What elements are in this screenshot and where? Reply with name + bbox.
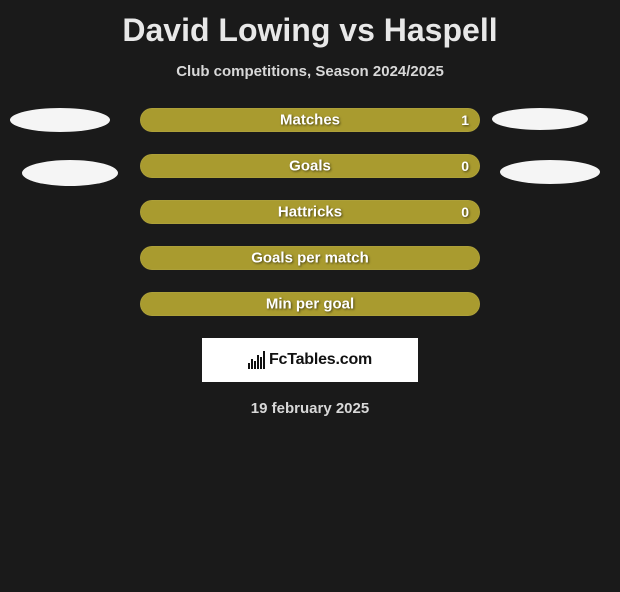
stat-rows: Matches 1 Goals 0 Hattricks 0 Goals per match M… [140,108,480,316]
stats-area: Matches 1 Goals 0 Hattricks 0 Goals per match M… [0,108,620,316]
brand-text: FcTables.com [269,351,372,369]
bar-right [307,155,479,177]
stat-value-right: 1 [461,112,469,128]
stat-row: Min per goal [140,292,480,316]
date-text: 19 february 2025 [0,400,620,417]
ellipse-shape [22,160,118,186]
stat-label: Hattricks [278,204,342,221]
stat-value-right: 0 [461,158,469,174]
page-title: David Lowing vs Haspell [0,12,620,49]
ellipse-shape [10,108,110,132]
chart-icon [248,351,265,369]
subtitle: Club competitions, Season 2024/2025 [0,63,620,80]
stat-label: Matches [280,112,340,129]
stat-label: Goals [289,158,331,175]
stat-row: Matches 1 [140,108,480,132]
stat-row: Goals per match [140,246,480,270]
branding-badge: FcTables.com [202,338,418,382]
ellipse-shape [492,108,588,130]
stat-value-right: 0 [461,204,469,220]
stat-row: Hattricks 0 [140,200,480,224]
ellipse-shape [500,160,600,184]
stat-label: Goals per match [251,250,369,267]
bar-left [141,155,307,177]
stat-label: Min per goal [266,296,354,313]
stat-row: Goals 0 [140,154,480,178]
